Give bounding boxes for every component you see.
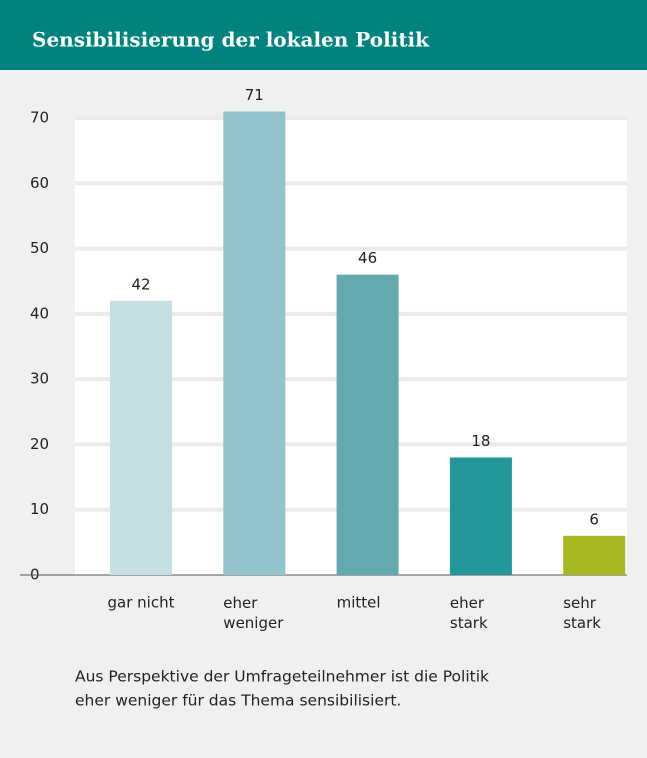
value-label: 42 — [131, 275, 150, 293]
x-tick-label: sehr stark — [563, 594, 601, 632]
value-label: 46 — [358, 249, 377, 267]
y-tick-label: 20 — [30, 435, 49, 453]
y-tick-label: 70 — [30, 109, 49, 127]
bar — [563, 535, 626, 575]
y-tick-label: 40 — [30, 304, 49, 322]
x-tick-label: gar nicht — [108, 594, 175, 612]
note: eher weniger für das Thema sensibilisier… — [75, 692, 401, 710]
value-label: 71 — [245, 86, 264, 104]
value-label: 18 — [471, 432, 490, 450]
y-tick-label: 60 — [30, 174, 49, 192]
bar — [223, 111, 286, 575]
y-tick-label: 10 — [30, 500, 49, 518]
bar — [449, 457, 512, 575]
x-tick-label: eher stark — [450, 594, 488, 632]
bar — [336, 274, 399, 575]
x-tick-label: eher weniger — [223, 594, 284, 632]
value-label: 6 — [589, 510, 599, 528]
y-tick-label: 50 — [30, 239, 49, 257]
note: Aus Perspektive der Umfrageteilnehmer is… — [75, 668, 489, 686]
y-tick-label: 30 — [30, 370, 49, 388]
header — [0, 0, 647, 70]
bar — [110, 300, 172, 575]
x-tick-label: mittel — [337, 594, 381, 612]
chart-title: Sensibilisierung der lokalen Politik — [32, 28, 430, 52]
